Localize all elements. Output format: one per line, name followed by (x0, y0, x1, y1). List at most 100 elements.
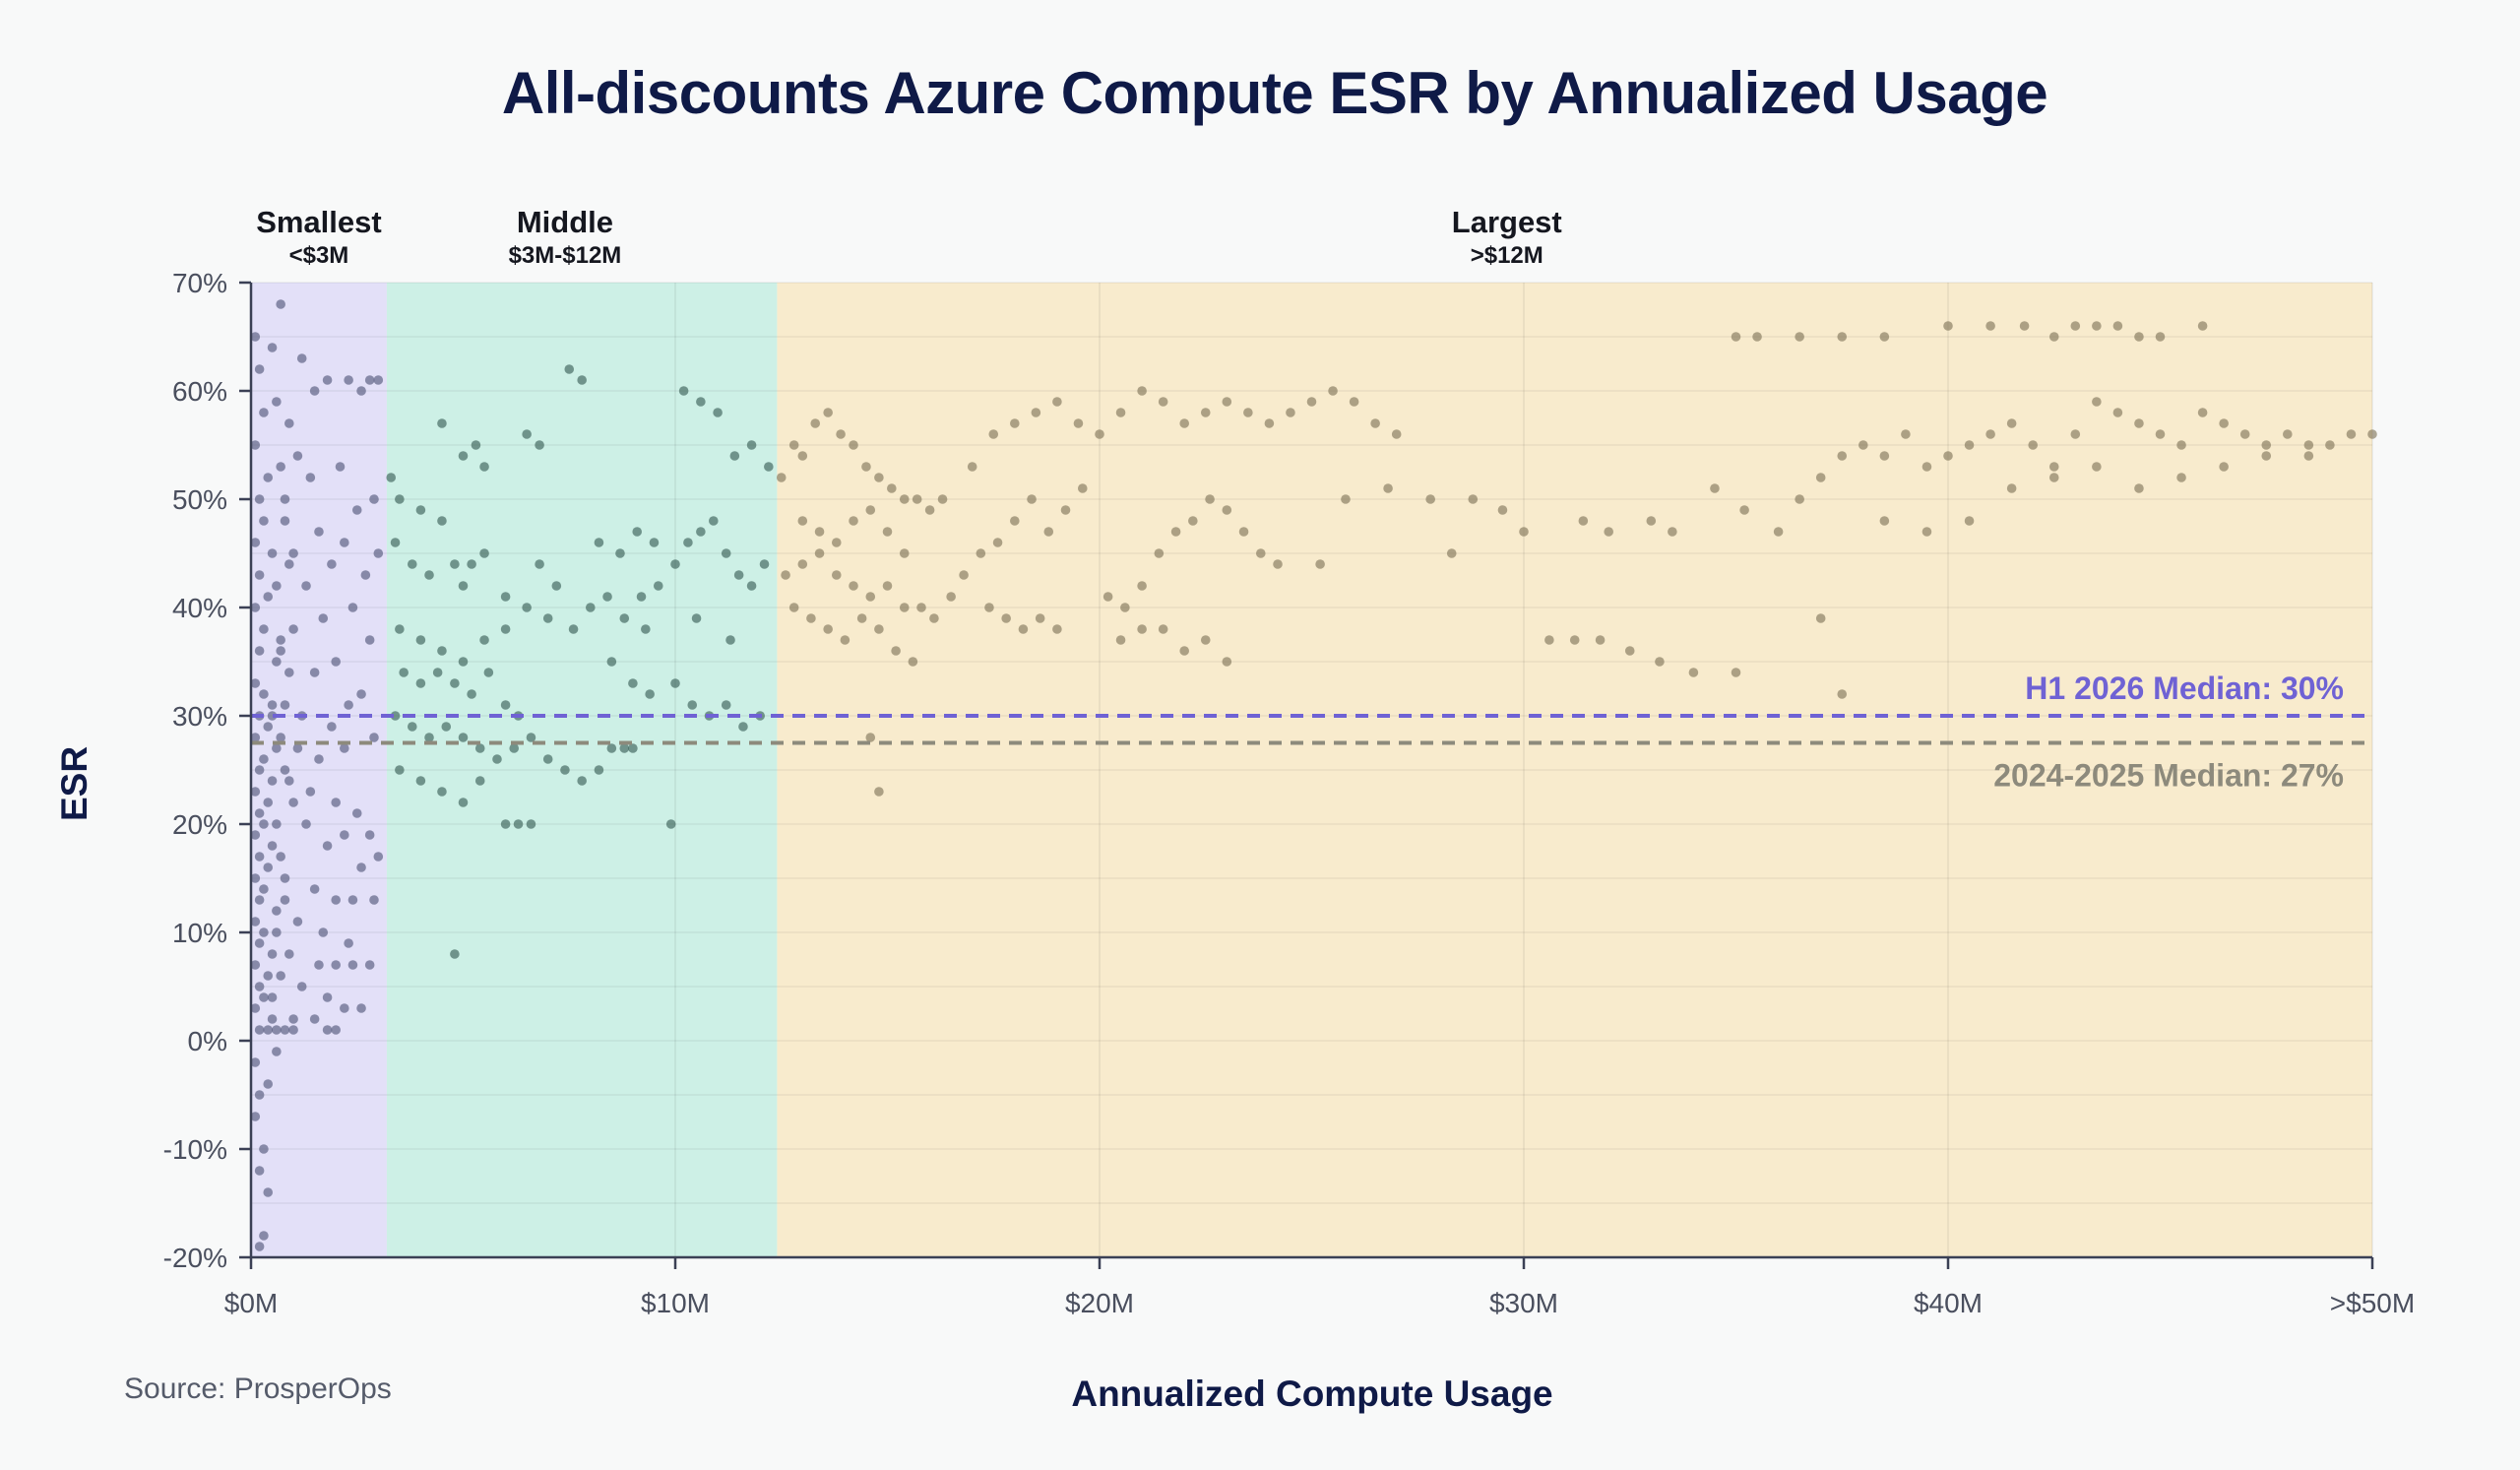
data-point (322, 1025, 333, 1035)
data-point (347, 603, 358, 612)
data-point (479, 635, 489, 645)
data-point (437, 787, 447, 797)
data-point (1646, 516, 1657, 526)
data-point (1544, 635, 1554, 645)
data-point (254, 1242, 265, 1251)
data-point (2092, 397, 2102, 407)
data-point (641, 624, 651, 634)
data-point (1519, 527, 1529, 537)
data-point (788, 603, 799, 612)
data-point (432, 668, 443, 677)
data-point (364, 830, 375, 840)
data-point (1222, 397, 1232, 407)
data-point (1710, 483, 1720, 493)
data-point (424, 733, 434, 742)
data-point (474, 743, 485, 753)
data-point (305, 473, 316, 482)
data-point (335, 462, 346, 472)
data-point (586, 603, 596, 612)
data-point (267, 776, 278, 786)
data-point (344, 938, 353, 948)
data-point (976, 548, 986, 558)
data-point (395, 624, 405, 634)
data-point (263, 1187, 274, 1197)
data-point (263, 722, 274, 732)
data-point (725, 635, 735, 645)
data-point (568, 624, 579, 634)
data-point (2239, 429, 2250, 439)
data-point (263, 798, 274, 807)
median-label: 2024-2025 Median: 27% (1993, 758, 2344, 794)
data-point (1795, 332, 1804, 342)
data-point (937, 494, 948, 504)
data-point (1115, 635, 1126, 645)
data-point (250, 830, 261, 840)
data-point (615, 548, 625, 558)
data-point (344, 700, 353, 710)
data-point (1815, 473, 1826, 482)
data-point (250, 960, 261, 970)
data-point (441, 722, 452, 732)
data-point (276, 852, 285, 862)
data-point (759, 559, 770, 569)
data-point (1286, 408, 1295, 417)
data-point (1328, 386, 1338, 396)
data-point (1179, 646, 1189, 656)
x-tick-label: >$50M (2330, 1288, 2415, 1318)
data-point (276, 646, 285, 656)
data-point (1243, 408, 1253, 417)
y-tick-label: 50% (172, 484, 227, 515)
data-point (1595, 635, 1606, 645)
data-point (250, 1057, 261, 1067)
data-point (2303, 451, 2314, 461)
data-point (254, 895, 265, 905)
data-point (1383, 483, 1393, 493)
segment-band-largest (777, 283, 2373, 1257)
data-point (831, 538, 842, 547)
data-point (2019, 321, 2030, 331)
data-point (386, 473, 397, 482)
data-point (1077, 483, 1088, 493)
data-point (259, 1231, 269, 1241)
data-point (288, 1025, 298, 1035)
data-point (535, 559, 544, 569)
data-point (2048, 473, 2059, 482)
data-point (340, 743, 349, 753)
data-point (1188, 516, 1198, 526)
data-point (746, 581, 757, 591)
data-point (267, 1014, 278, 1024)
data-point (831, 570, 842, 580)
data-point (267, 548, 278, 558)
data-point (1120, 603, 1130, 612)
data-point (840, 635, 850, 645)
data-point (356, 386, 366, 396)
segment-label-largest: Largest (1452, 205, 1562, 239)
data-point (1052, 624, 1062, 634)
data-point (2006, 418, 2017, 428)
data-point (272, 1047, 282, 1056)
data-point (1200, 635, 1211, 645)
data-point (1569, 635, 1580, 645)
data-point (296, 982, 307, 991)
data-point (254, 1090, 265, 1100)
data-point (272, 906, 282, 916)
data-point (2155, 429, 2166, 439)
data-point (272, 657, 282, 667)
data-point (437, 516, 447, 526)
data-point (250, 1003, 261, 1013)
data-point (823, 408, 833, 417)
data-point (340, 538, 349, 547)
data-point (814, 548, 825, 558)
data-point (1179, 418, 1189, 428)
data-point (1943, 321, 1953, 331)
segment-bands (251, 283, 2373, 1257)
data-point (2261, 440, 2272, 450)
data-point (984, 603, 994, 612)
data-point (696, 527, 706, 537)
data-point (340, 830, 349, 840)
data-point (776, 473, 787, 482)
data-point (797, 451, 808, 461)
data-point (1200, 408, 1211, 417)
data-point (2283, 429, 2293, 439)
